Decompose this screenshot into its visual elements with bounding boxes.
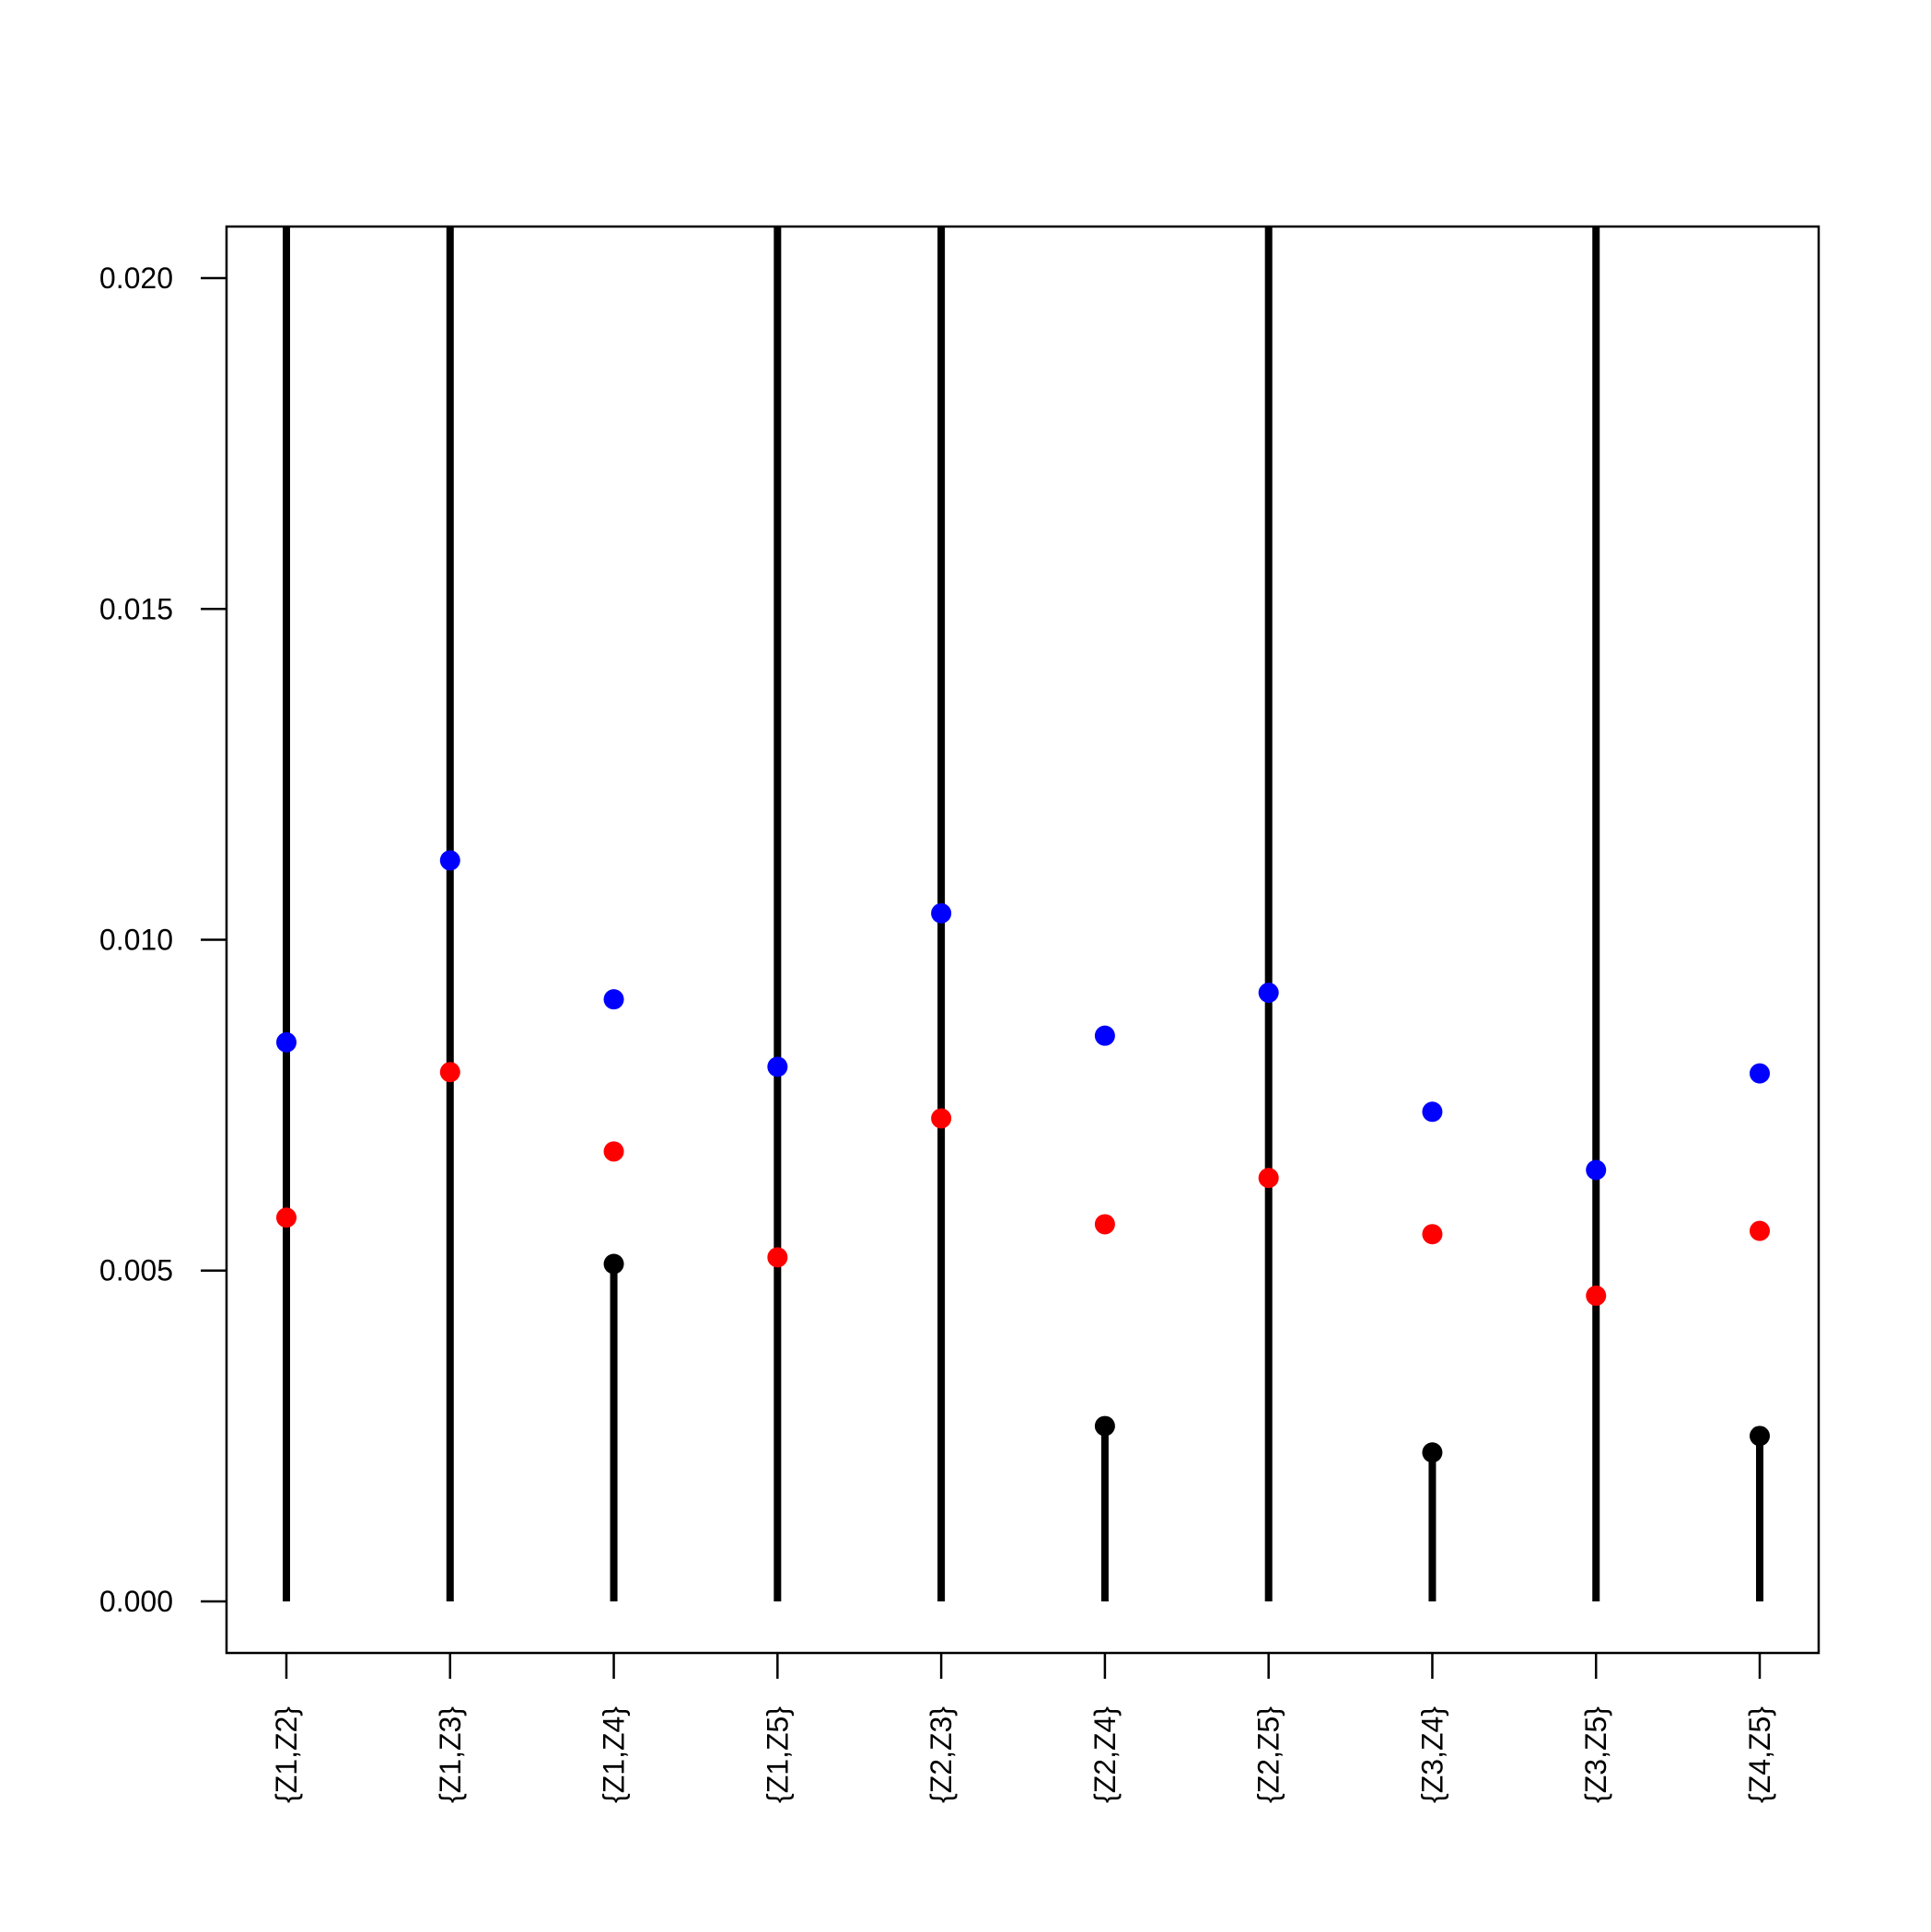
y-tick-label: 0.015 xyxy=(99,592,173,625)
x-tick-label: {Z3,Z4} xyxy=(1415,1706,1448,1803)
blue-point xyxy=(603,989,624,1010)
blue-point xyxy=(1586,1159,1607,1181)
red-point xyxy=(439,1062,460,1083)
y-tick-label: 0.000 xyxy=(99,1585,173,1618)
blue-point xyxy=(1750,1063,1770,1084)
x-tick-label: {Z2,Z5} xyxy=(1252,1706,1285,1803)
x-tick-label: {Z1,Z2} xyxy=(270,1706,303,1803)
plot-area xyxy=(276,227,1770,1601)
x-axis: {Z1,Z2} {Z1,Z3} {Z1,Z4} {Z1,Z5} {Z2,Z3} {Z2,Z… xyxy=(270,1653,1776,1803)
blue-point xyxy=(1094,1025,1115,1046)
x-tick-label: {Z1,Z3} xyxy=(434,1706,467,1803)
red-point xyxy=(276,1207,297,1228)
red-point xyxy=(1750,1220,1770,1241)
x-tick-label: {Z1,Z5} xyxy=(761,1706,794,1803)
y-tick-label: 0.005 xyxy=(99,1254,173,1287)
x-tick-label: {Z3,Z5} xyxy=(1579,1706,1612,1803)
y-axis: 0.000 0.005 0.010 0.015 0.020 xyxy=(99,262,227,1618)
red-point xyxy=(603,1141,624,1162)
x-tick-label: {Z2,Z4} xyxy=(1088,1706,1122,1803)
red-point xyxy=(1258,1168,1279,1189)
red-point xyxy=(1422,1224,1443,1245)
x-tick-label: {Z2,Z3} xyxy=(925,1706,958,1803)
black-point xyxy=(1422,1442,1443,1463)
red-point xyxy=(1094,1214,1115,1235)
black-point xyxy=(603,1253,624,1274)
x-tick-label: {Z4,Z5} xyxy=(1743,1706,1776,1803)
red-point xyxy=(931,1108,952,1129)
blue-point xyxy=(931,902,952,924)
blue-point xyxy=(1422,1101,1443,1123)
red-point xyxy=(1586,1286,1607,1307)
red-point xyxy=(767,1247,788,1268)
blue-point xyxy=(276,1031,297,1053)
black-point xyxy=(1094,1415,1115,1437)
blue-point xyxy=(767,1056,788,1077)
x-tick-label: {Z1,Z4} xyxy=(598,1706,631,1803)
blue-point xyxy=(439,850,460,871)
y-tick-label: 0.010 xyxy=(99,924,173,957)
plot-frame xyxy=(225,225,1820,1655)
black-point xyxy=(1750,1426,1770,1447)
y-tick-label: 0.020 xyxy=(99,262,173,295)
blue-point xyxy=(1258,982,1279,1003)
